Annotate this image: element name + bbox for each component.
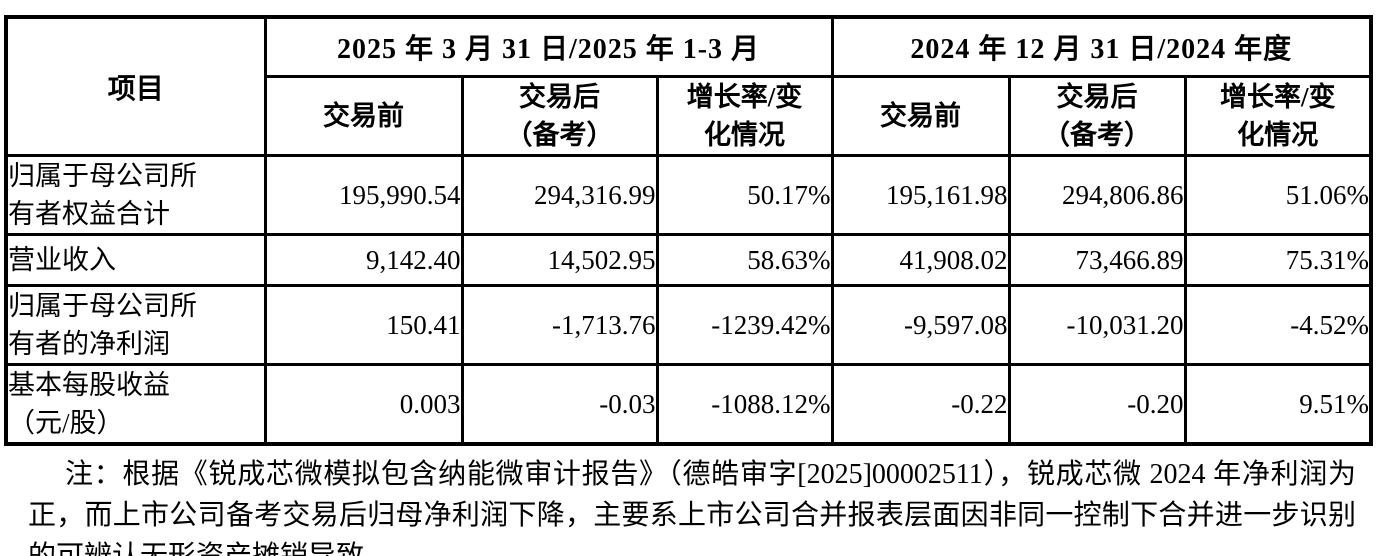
- row-label: 基本每股收益 （元/股）: [4, 363, 267, 446]
- row-label: 归属于母公司所 有者权益合计: [4, 154, 267, 236]
- value-cell: -0.03: [460, 363, 659, 446]
- value-cell: 9.51%: [1183, 363, 1373, 446]
- value-cell: 14,502.95: [460, 233, 659, 287]
- value-cell: 195,990.54: [263, 154, 464, 236]
- value-cell: -1,713.76: [460, 284, 659, 366]
- header-cell-growth-2025: 增长率/变 化情况: [655, 75, 834, 157]
- row-label: 营业收入: [4, 233, 267, 287]
- value-cell: 195,161.98: [830, 154, 1011, 236]
- financial-comparison-table: 项目 2025 年 3 月 31 日/2025 年 1-3 月 2024 年 1…: [4, 15, 1374, 446]
- header-cell-period-2024: 2024 年 12 月 31 日/2024 年度: [830, 15, 1373, 78]
- header-cell-pre-deal-2024: 交易前: [830, 75, 1011, 157]
- header-cell-post-deal-2025: 交易后 （备考）: [460, 75, 659, 157]
- header-cell-pre-deal-2025: 交易前: [263, 75, 464, 157]
- value-cell: -0.20: [1007, 363, 1187, 446]
- value-cell: -9,597.08: [830, 284, 1011, 366]
- value-cell: 51.06%: [1183, 154, 1373, 236]
- row-label: 归属于母公司所 有者的净利润: [4, 284, 267, 366]
- header-cell-post-deal-2024: 交易后 （备考）: [1007, 75, 1187, 157]
- header-row-periods: 项目 2025 年 3 月 31 日/2025 年 1-3 月 2024 年 1…: [4, 15, 1373, 157]
- header-cell-growth-2024: 增长率/变 化情况: [1183, 75, 1373, 157]
- value-cell: -0.22: [830, 363, 1011, 446]
- header-cell-item: 项目: [4, 15, 267, 157]
- value-cell: 73,466.89: [1007, 233, 1187, 287]
- value-cell: -10,031.20: [1007, 284, 1187, 366]
- header-row-subcolumns: 交易前 交易后 （备考） 增长率/变 化情况 交易前 交易后 （备考） 增长率/…: [6, 75, 1373, 157]
- value-cell: 294,806.86: [1007, 154, 1187, 236]
- value-cell: 9,142.40: [263, 233, 464, 287]
- value-cell: 58.63%: [655, 233, 834, 287]
- value-cell: 0.003: [263, 363, 464, 446]
- header-cell-period-2025: 2025 年 3 月 31 日/2025 年 1-3 月: [263, 15, 834, 78]
- value-cell: 75.31%: [1183, 233, 1373, 287]
- value-cell: 150.41: [263, 284, 464, 366]
- value-cell: -1088.12%: [655, 363, 834, 446]
- footnote-text: 注：根据《锐成芯微模拟包含纳能微审计报告》（德皓审字[2025]00002511…: [28, 459, 1356, 556]
- table-row-equity: 归属于母公司所 有者权益合计 195,990.54 294,316.99 50.…: [4, 154, 1373, 236]
- value-cell: 294,316.99: [460, 154, 659, 236]
- value-cell: -4.52%: [1183, 284, 1373, 366]
- table-row-net-profit: 归属于母公司所 有者的净利润 150.41 -1,713.76 -1239.42…: [4, 284, 1373, 366]
- value-cell: 41,908.02: [830, 233, 1011, 287]
- value-cell: -1239.42%: [655, 284, 834, 366]
- table-row-eps: 基本每股收益 （元/股） 0.003 -0.03 -1088.12% -0.22…: [4, 363, 1373, 446]
- table-row-revenue: 营业收入 9,142.40 14,502.95 58.63% 41,908.02…: [4, 233, 1373, 287]
- value-cell: 50.17%: [655, 154, 834, 236]
